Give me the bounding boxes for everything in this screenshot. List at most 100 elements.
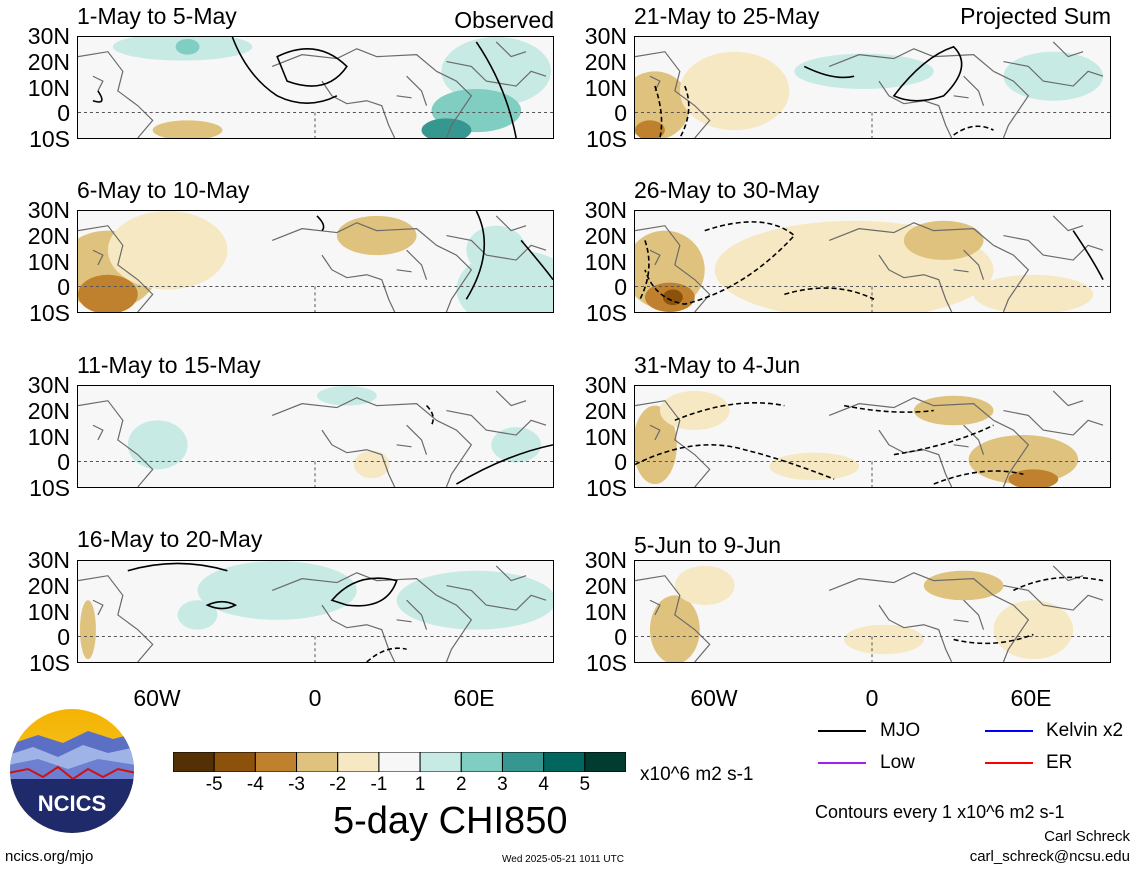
mjo-contour — [520, 239, 553, 281]
coastline — [271, 397, 437, 421]
lat-label-0: 0 — [614, 274, 627, 301]
anomaly-shading — [973, 274, 1094, 312]
anomaly-shading — [491, 427, 542, 463]
mjo-contour — [205, 600, 238, 610]
lon-label-0-left: 0 — [308, 685, 322, 711]
coastline — [649, 424, 661, 441]
coastline — [396, 424, 428, 455]
anomaly-shading — [662, 289, 683, 306]
site-url: ncics.org/mjo — [5, 848, 94, 865]
panel-title-1: 1-May to 5-May — [77, 3, 237, 29]
coastline — [993, 244, 1030, 312]
anomaly-shading — [674, 565, 735, 606]
coastline — [635, 51, 711, 138]
coastline — [993, 594, 1030, 662]
map-panel-3 — [77, 385, 554, 488]
anomaly-shading — [993, 600, 1074, 660]
mjo-contour — [316, 215, 325, 232]
anomaly-shading — [175, 38, 200, 55]
lat-label-10n: 10N — [27, 598, 70, 625]
mjo-contour — [92, 90, 103, 103]
lat-label-0: 0 — [57, 449, 70, 476]
coastline — [495, 41, 527, 58]
coastline — [446, 60, 547, 87]
coastline — [828, 572, 994, 596]
legend-er-line — [985, 762, 1033, 764]
map-panel-2 — [77, 210, 554, 313]
colorbar — [172, 751, 627, 773]
anomaly-shading — [635, 120, 665, 138]
lat-label-10s: 10S — [29, 300, 70, 326]
panel-title-7: 31-May to 4-Jun — [634, 352, 801, 378]
anomaly-shading — [679, 51, 790, 131]
coastline — [321, 254, 396, 312]
coastline — [635, 575, 711, 662]
coastline — [649, 75, 661, 92]
colorbar-swatch — [296, 751, 339, 773]
anomaly-shading — [396, 570, 553, 630]
anomaly-shading — [152, 120, 223, 138]
mjo-contour — [465, 211, 486, 300]
lat-label-20n: 20N — [584, 397, 627, 424]
coastline — [396, 75, 428, 106]
map-panel-7 — [634, 385, 1111, 488]
colorbar-tick-label: -5 — [205, 774, 223, 795]
anomaly-shading — [903, 220, 984, 261]
coastline — [1003, 409, 1104, 436]
mjo-contour — [784, 287, 875, 300]
anomaly-shading — [769, 452, 860, 481]
lat-label-0: 0 — [614, 449, 627, 476]
legend-low-label: Low — [880, 752, 915, 773]
lat-label-30n: 30N — [584, 23, 627, 49]
colorbar-tick-label: 5 — [579, 774, 591, 795]
coastline — [78, 225, 154, 312]
mjo-contour — [803, 65, 855, 79]
anomaly-shading — [197, 561, 357, 620]
coastline — [321, 80, 396, 138]
mjo-contour — [1013, 576, 1104, 592]
timestamp: Wed 2025-05-21 1011 UTC — [502, 854, 624, 865]
panel-title-8: 5-Jun to 9-Jun — [634, 532, 782, 558]
coastline — [1052, 390, 1084, 407]
colorbar-swatch — [501, 751, 545, 773]
colorbar-swatch — [172, 751, 215, 773]
colorbar-swatch — [254, 751, 298, 773]
coastline — [78, 575, 154, 662]
lat-label-30n: 30N — [27, 23, 70, 49]
anomaly-shading — [79, 600, 96, 660]
coastline — [953, 75, 985, 106]
lat-label-20n: 20N — [584, 222, 627, 249]
mjo-contour — [475, 41, 517, 138]
lat-label-20n: 20N — [27, 397, 70, 424]
lat-label-10s: 10S — [586, 650, 627, 676]
coastline — [446, 409, 547, 436]
lat-label-20n: 20N — [27, 48, 70, 75]
contour-note: Contours every 1 x10^6 m2 s-1 — [815, 802, 1065, 822]
lon-label-60w-right: 60W — [690, 685, 738, 711]
colorbar-swatch — [543, 751, 586, 773]
lat-label-10s: 10S — [586, 475, 627, 501]
colorbar-tick-label: 2 — [455, 774, 467, 795]
anomaly-shading — [968, 435, 1079, 485]
coastline — [878, 80, 953, 138]
legend-low-line — [818, 762, 866, 764]
mjo-contour — [1072, 230, 1104, 280]
legend-kelvin-label: Kelvin x2 — [1046, 720, 1124, 741]
coastline — [321, 429, 396, 487]
mjo-contour — [330, 577, 398, 607]
lat-label-30n: 30N — [584, 372, 627, 398]
coastline — [1003, 234, 1104, 261]
map-panel-5 — [634, 36, 1111, 139]
mjo-contour — [679, 85, 690, 138]
coastline — [1052, 565, 1084, 582]
coastline — [92, 599, 104, 616]
coastline — [878, 604, 953, 662]
colorbar-title: 5-day CHI850 — [333, 800, 568, 842]
coastline — [828, 48, 994, 72]
colorbar-units: x10^6 m2 s-1 — [640, 764, 754, 785]
coastline — [271, 48, 437, 72]
coastline — [828, 222, 994, 246]
coastline — [271, 572, 437, 596]
coastline — [446, 234, 547, 261]
anomaly-shading — [649, 595, 700, 662]
